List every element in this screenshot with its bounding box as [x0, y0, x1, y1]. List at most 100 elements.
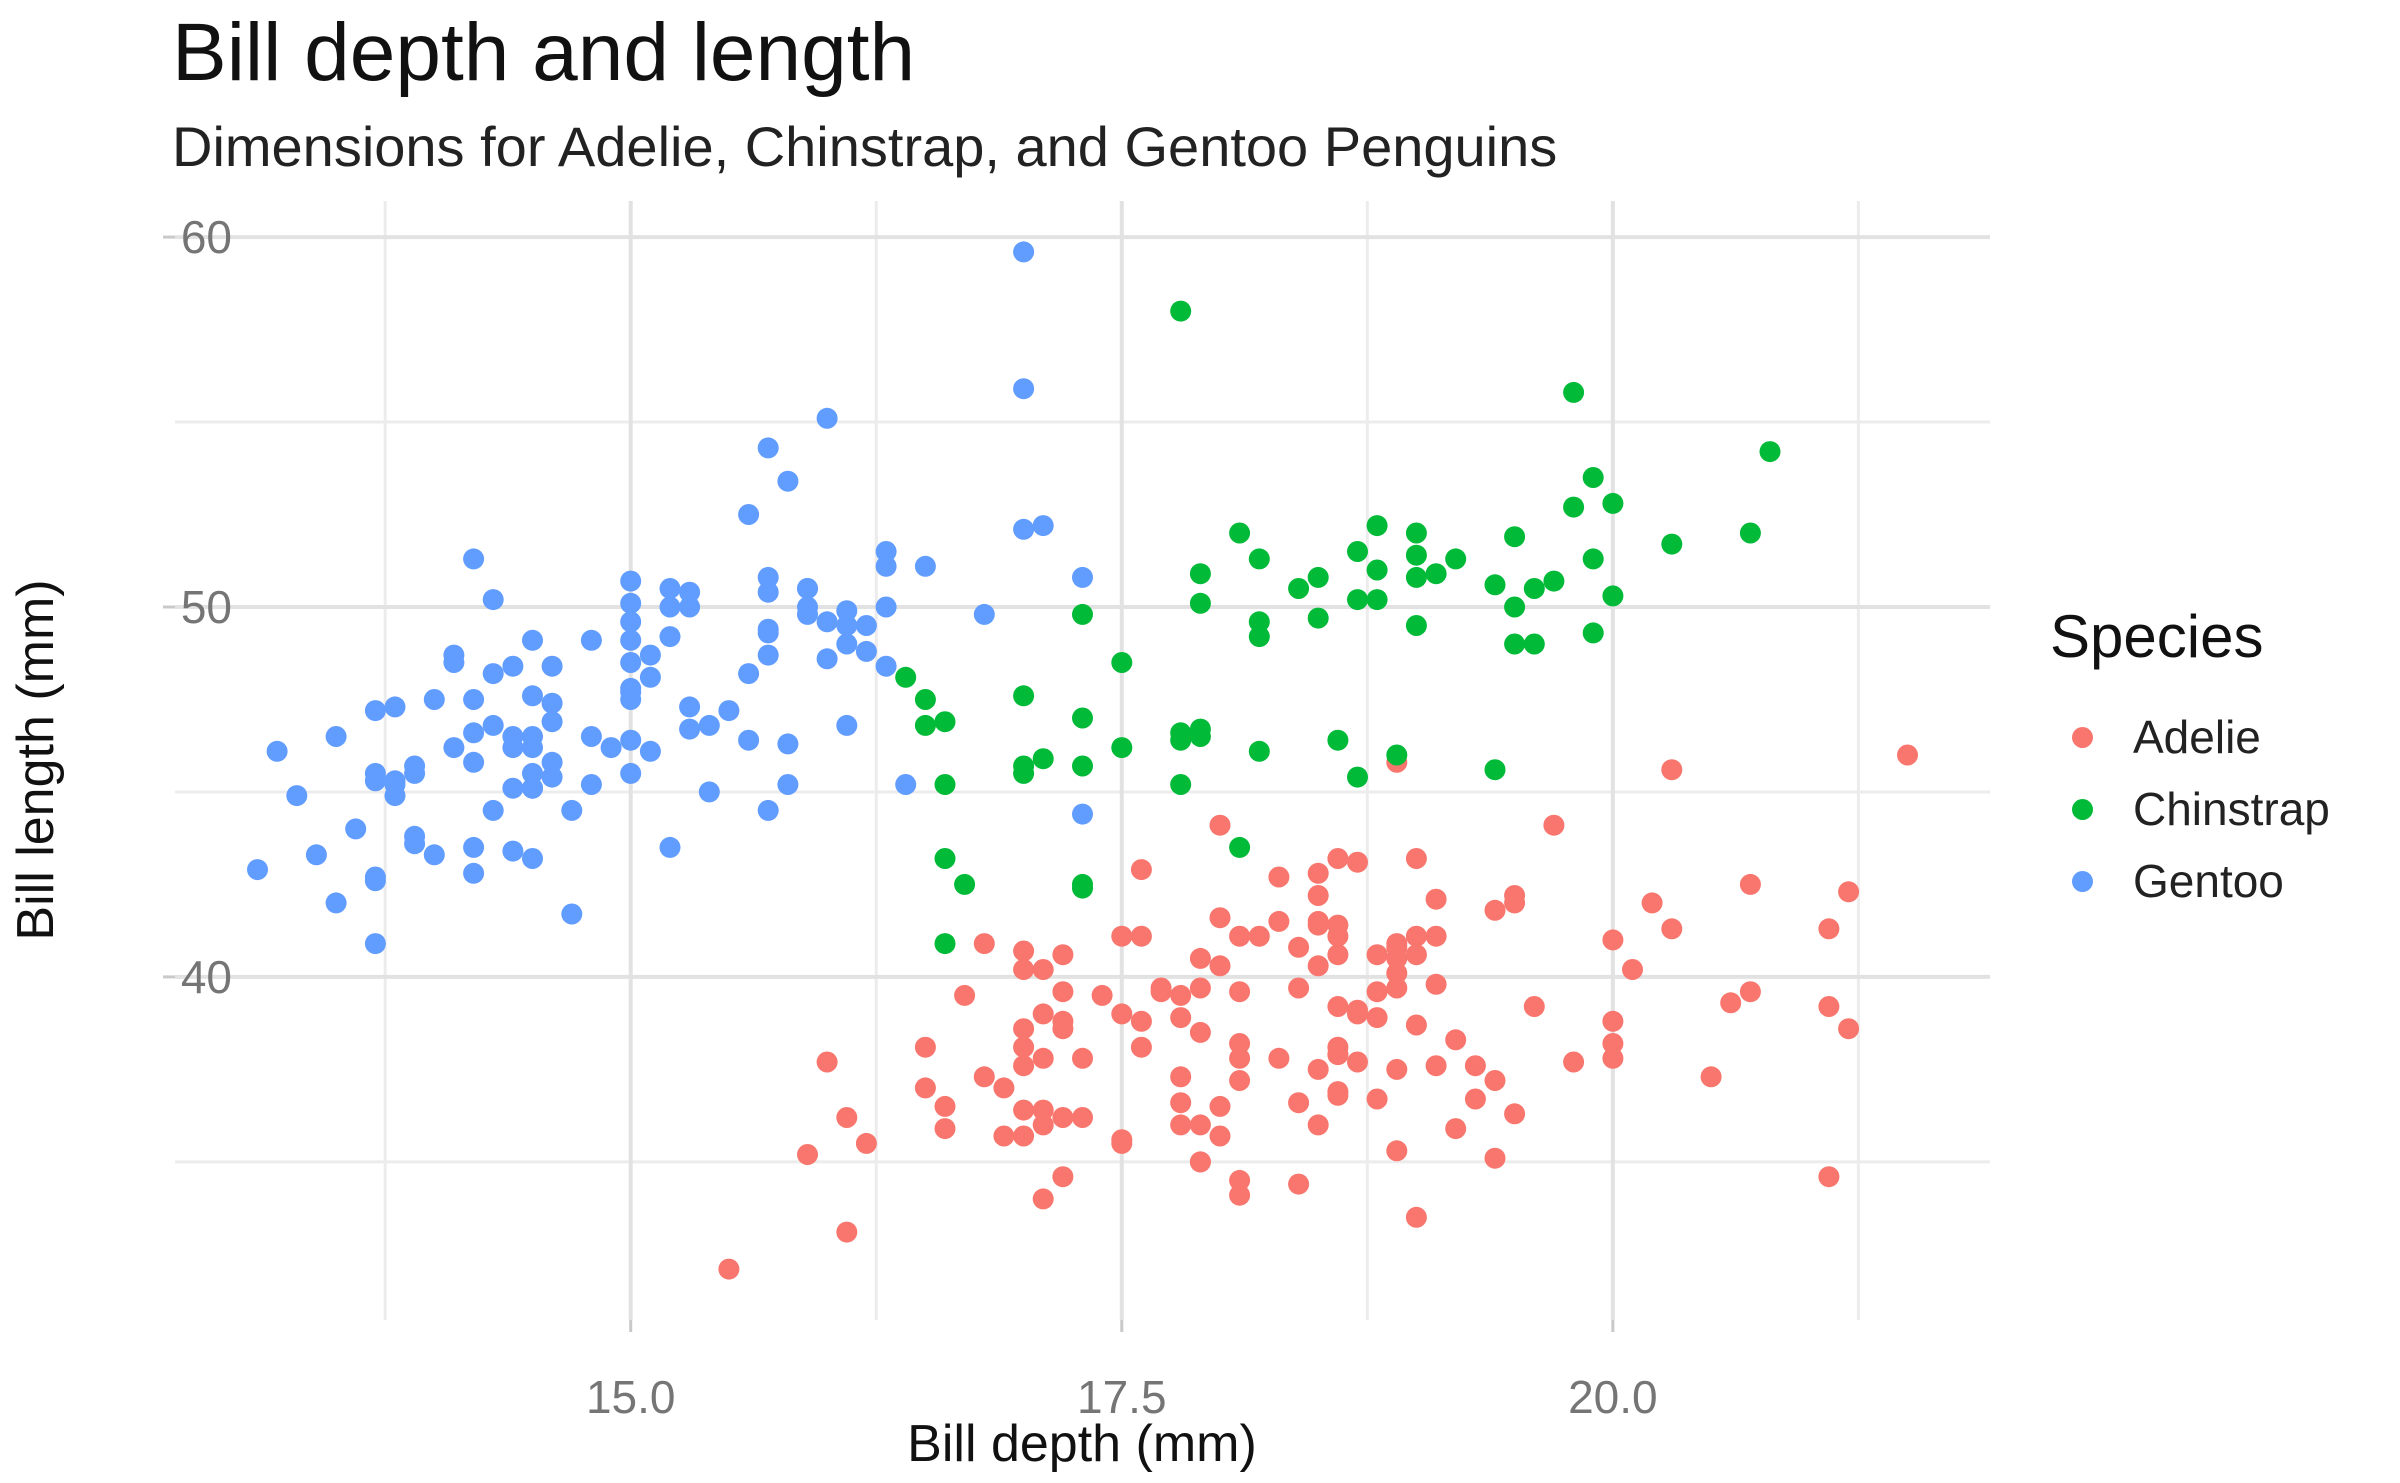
data-point-adelie: [1366, 944, 1388, 966]
legend-title: Species: [2050, 603, 2264, 670]
data-point-gentoo: [423, 689, 445, 710]
data-point-adelie: [1170, 1066, 1192, 1088]
data-point-adelie: [1405, 925, 1427, 947]
data-point-adelie: [1013, 1099, 1035, 1121]
data-point-adelie: [1366, 981, 1388, 1003]
data-point-chinstrap: [934, 848, 956, 869]
data-point-gentoo: [384, 696, 406, 718]
data-point-adelie: [1032, 1047, 1054, 1069]
data-point-gentoo: [482, 589, 504, 611]
data-point-adelie: [1347, 1003, 1368, 1025]
data-point-chinstrap: [1229, 836, 1251, 858]
data-point-adelie: [1818, 918, 1840, 940]
data-point-adelie: [1170, 1007, 1192, 1029]
data-point-gentoo: [463, 862, 485, 884]
data-point-adelie: [1523, 996, 1545, 1017]
data-point-gentoo: [816, 611, 838, 633]
data-point-adelie: [1445, 1029, 1467, 1051]
data-point-adelie: [973, 933, 995, 955]
data-point-gentoo: [777, 733, 799, 755]
data-point-gentoo: [541, 766, 563, 788]
gentoo-point-swatch-icon: [2072, 870, 2093, 892]
data-point-adelie: [1170, 1092, 1192, 1114]
data-point-gentoo: [325, 726, 347, 747]
data-point-adelie: [1013, 959, 1035, 980]
data-point-adelie: [1327, 1044, 1349, 1066]
data-point-chinstrap: [1288, 578, 1310, 599]
data-point-gentoo: [836, 615, 858, 636]
data-point-chinstrap: [1661, 533, 1683, 555]
data-point-gentoo: [443, 652, 465, 673]
data-point-adelie: [1209, 814, 1231, 836]
data-point-chinstrap: [1602, 492, 1624, 514]
data-point-gentoo: [1013, 518, 1035, 540]
data-point-gentoo: [875, 655, 897, 677]
data-point-adelie: [1189, 977, 1211, 999]
data-point-gentoo: [541, 751, 563, 773]
data-point-gentoo: [463, 689, 485, 710]
data-point-adelie: [1307, 862, 1329, 884]
legend-label-chinstrap: Chinstrap: [2133, 783, 2330, 835]
data-point-adelie: [1032, 1188, 1054, 1210]
data-point-chinstrap: [1347, 766, 1368, 788]
data-point-chinstrap: [1347, 589, 1368, 611]
data-point-gentoo: [600, 737, 622, 759]
data-point-adelie: [836, 1221, 858, 1243]
data-point-adelie: [1366, 1088, 1388, 1110]
data-point-adelie: [1484, 1070, 1506, 1091]
data-point-gentoo: [836, 714, 858, 736]
data-point-adelie: [1405, 1206, 1427, 1228]
data-point-gentoo: [364, 866, 386, 888]
legend: Species Adelie Chinstrap Gentoo: [2050, 602, 2400, 917]
x-tick-label: 15.0: [585, 1371, 676, 1423]
data-point-adelie: [1622, 959, 1643, 980]
data-point-adelie: [1602, 1047, 1624, 1069]
data-point-gentoo: [463, 836, 485, 858]
data-point-gentoo: [757, 566, 779, 588]
data-point-gentoo: [384, 785, 406, 807]
data-point-gentoo: [738, 504, 760, 525]
data-point-adelie: [1386, 936, 1408, 958]
data-point-adelie: [1052, 1018, 1074, 1040]
data-point-chinstrap: [1111, 737, 1133, 759]
data-point-gentoo: [247, 859, 268, 881]
data-point-adelie: [1818, 1166, 1840, 1188]
data-point-adelie: [1602, 929, 1624, 951]
data-point-gentoo: [522, 726, 543, 747]
data-point-gentoo: [620, 629, 642, 651]
data-point-chinstrap: [1484, 574, 1506, 596]
data-point-gentoo: [659, 626, 681, 648]
data-point-adelie: [1700, 1066, 1722, 1088]
data-point-gentoo: [816, 407, 838, 429]
data-point-gentoo: [797, 603, 818, 625]
data-point-chinstrap: [1405, 615, 1427, 636]
data-point-chinstrap: [895, 666, 917, 688]
data-point-adelie: [1052, 944, 1074, 966]
data-point-adelie: [1091, 984, 1113, 1006]
data-point-gentoo: [502, 655, 524, 677]
data-point-chinstrap: [1366, 589, 1388, 611]
data-point-gentoo: [502, 737, 524, 759]
data-point-gentoo: [620, 652, 642, 673]
data-point-adelie: [1307, 910, 1329, 932]
data-point-gentoo: [325, 892, 347, 914]
data-point-chinstrap: [1072, 603, 1093, 625]
data-point-adelie: [1248, 925, 1270, 947]
data-point-adelie: [1229, 1033, 1251, 1054]
data-point-gentoo: [895, 774, 917, 795]
data-point-adelie: [1484, 899, 1506, 921]
data-point-gentoo: [620, 729, 642, 751]
data-point-adelie: [1386, 962, 1408, 984]
data-point-adelie: [1347, 1051, 1368, 1073]
data-point-adelie: [1209, 907, 1231, 929]
data-point-adelie: [1327, 996, 1349, 1017]
data-point-chinstrap: [1111, 652, 1133, 673]
data-point-chinstrap: [1405, 566, 1427, 588]
data-point-gentoo: [659, 578, 681, 599]
data-point-chinstrap: [1759, 441, 1781, 463]
data-point-adelie: [1111, 1129, 1133, 1151]
data-point-gentoo: [364, 770, 386, 792]
data-point-gentoo: [1072, 803, 1093, 825]
data-point-adelie: [1327, 848, 1349, 869]
data-point-chinstrap: [1307, 607, 1329, 629]
